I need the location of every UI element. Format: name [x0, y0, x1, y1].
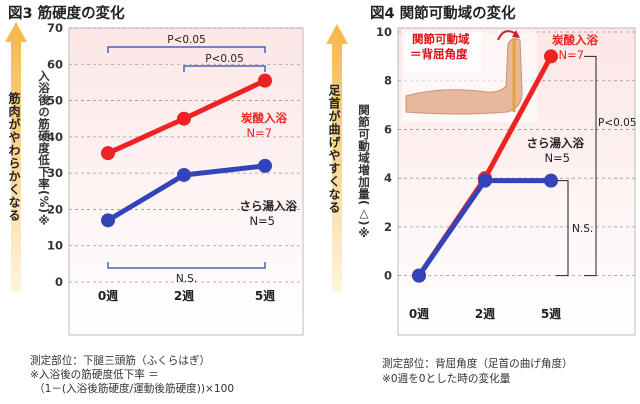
leg-photo-inset — [402, 30, 537, 122]
y-tick-label: 10 — [47, 239, 63, 253]
figure3-title: 図3 筋硬度の変化 — [8, 6, 125, 22]
figure4-note-1: 測定部位：背屈角度（足首の曲げ角度） — [382, 358, 573, 370]
x-tick-label: 0週 — [98, 288, 118, 303]
y-tick-label: 50 — [47, 94, 63, 108]
p-value-label: P<0.05 — [205, 53, 244, 65]
y-tick-label: 4 — [384, 171, 392, 185]
y-tick-label: 40 — [47, 130, 63, 144]
data-point — [101, 213, 115, 228]
figure4-panel: 図4 関節可動域の変化 0 2 4 6 8 10 0週 2週 5週 P<0.05 N.S. — [322, 0, 640, 404]
y-tick-label: 8 — [384, 74, 392, 88]
rotation-arrow-icon — [497, 30, 517, 41]
x-tick-label: 5週 — [541, 306, 561, 321]
ns-label: N.S. — [176, 273, 197, 285]
x-tick-label: 0週 — [409, 306, 429, 321]
y-tick-label: 6 — [384, 122, 392, 136]
data-point — [412, 268, 426, 283]
figure3-y-axis-label: 入浴後の筋硬度低下率(%)※ — [37, 70, 51, 229]
data-point — [544, 173, 558, 188]
y-tick-label: 10 — [376, 25, 392, 39]
inset-label-line-1: 関節可動域 — [412, 32, 470, 46]
figure4-y-axis-label: 関節可動域増加量(△)※ — [357, 104, 371, 241]
p-value-label: P<0.05 — [167, 34, 206, 46]
figure4-note-2: ※0週を0とした時の変化量 — [382, 373, 511, 385]
p-value-label: P<0.05 — [598, 117, 637, 129]
data-point — [478, 173, 492, 188]
legend-n: N=5 — [544, 151, 570, 165]
ns-bracket — [556, 180, 569, 277]
figure3-note-3: （1－(入浴後筋硬度/運動後筋硬度))×100 — [34, 383, 235, 395]
y-tick-label: 2 — [384, 220, 392, 234]
y-tick-label: 20 — [47, 202, 63, 216]
figure3-panel: 図3 筋硬度の変化 0 10 20 30 40 50 60 70 0週 2週 5週 P<0.05 P… — [0, 0, 318, 404]
y-tick-label: 0 — [55, 275, 63, 289]
inset-label-line-2: ＝背屈角度 — [410, 47, 468, 61]
data-point — [177, 111, 191, 126]
ns-bracket — [107, 262, 266, 269]
x-tick-label: 2週 — [475, 306, 495, 321]
figure3-note-2: ※入浴後の筋硬度低下率 ＝ — [30, 369, 159, 381]
figure3-benefit-label: 筋肉がやわらかくなる — [7, 92, 21, 222]
legend-label: 炭酸入浴 — [241, 111, 287, 125]
legend-n: N=7 — [246, 126, 272, 140]
benefit-arrow-icon — [326, 24, 348, 292]
legend-label: さら湯入浴 — [527, 136, 585, 150]
significance-bracket — [107, 46, 266, 53]
ns-label: N.S. — [572, 223, 593, 235]
benefit-arrow-icon — [5, 22, 27, 292]
x-tick-label: 5週 — [255, 288, 275, 303]
data-point — [101, 146, 115, 161]
data-point — [177, 167, 191, 182]
figure3-note-1: 測定部位：下腿三頭筋（ふくらはぎ） — [30, 355, 211, 367]
figure4-title: 図4 関節可動域の変化 — [370, 6, 516, 22]
significance-bracket — [183, 65, 266, 72]
legend-n: N=5 — [249, 214, 275, 228]
x-tick-label: 2週 — [174, 288, 194, 303]
y-tick-label: 0 — [384, 269, 392, 283]
legend-label: 炭酸入浴 — [552, 33, 598, 47]
legend-n: N=7 — [558, 48, 584, 62]
legend-label: さら湯入浴 — [240, 199, 298, 213]
significance-bracket — [584, 55, 597, 277]
y-tick-label: 60 — [47, 57, 63, 71]
y-tick-label: 70 — [47, 21, 63, 35]
data-point — [544, 49, 558, 64]
figure4-benefit-label: 足首が曲げやすくなる — [327, 84, 341, 214]
data-point — [258, 158, 272, 173]
y-tick-label: 30 — [47, 166, 63, 180]
data-point — [258, 73, 272, 88]
